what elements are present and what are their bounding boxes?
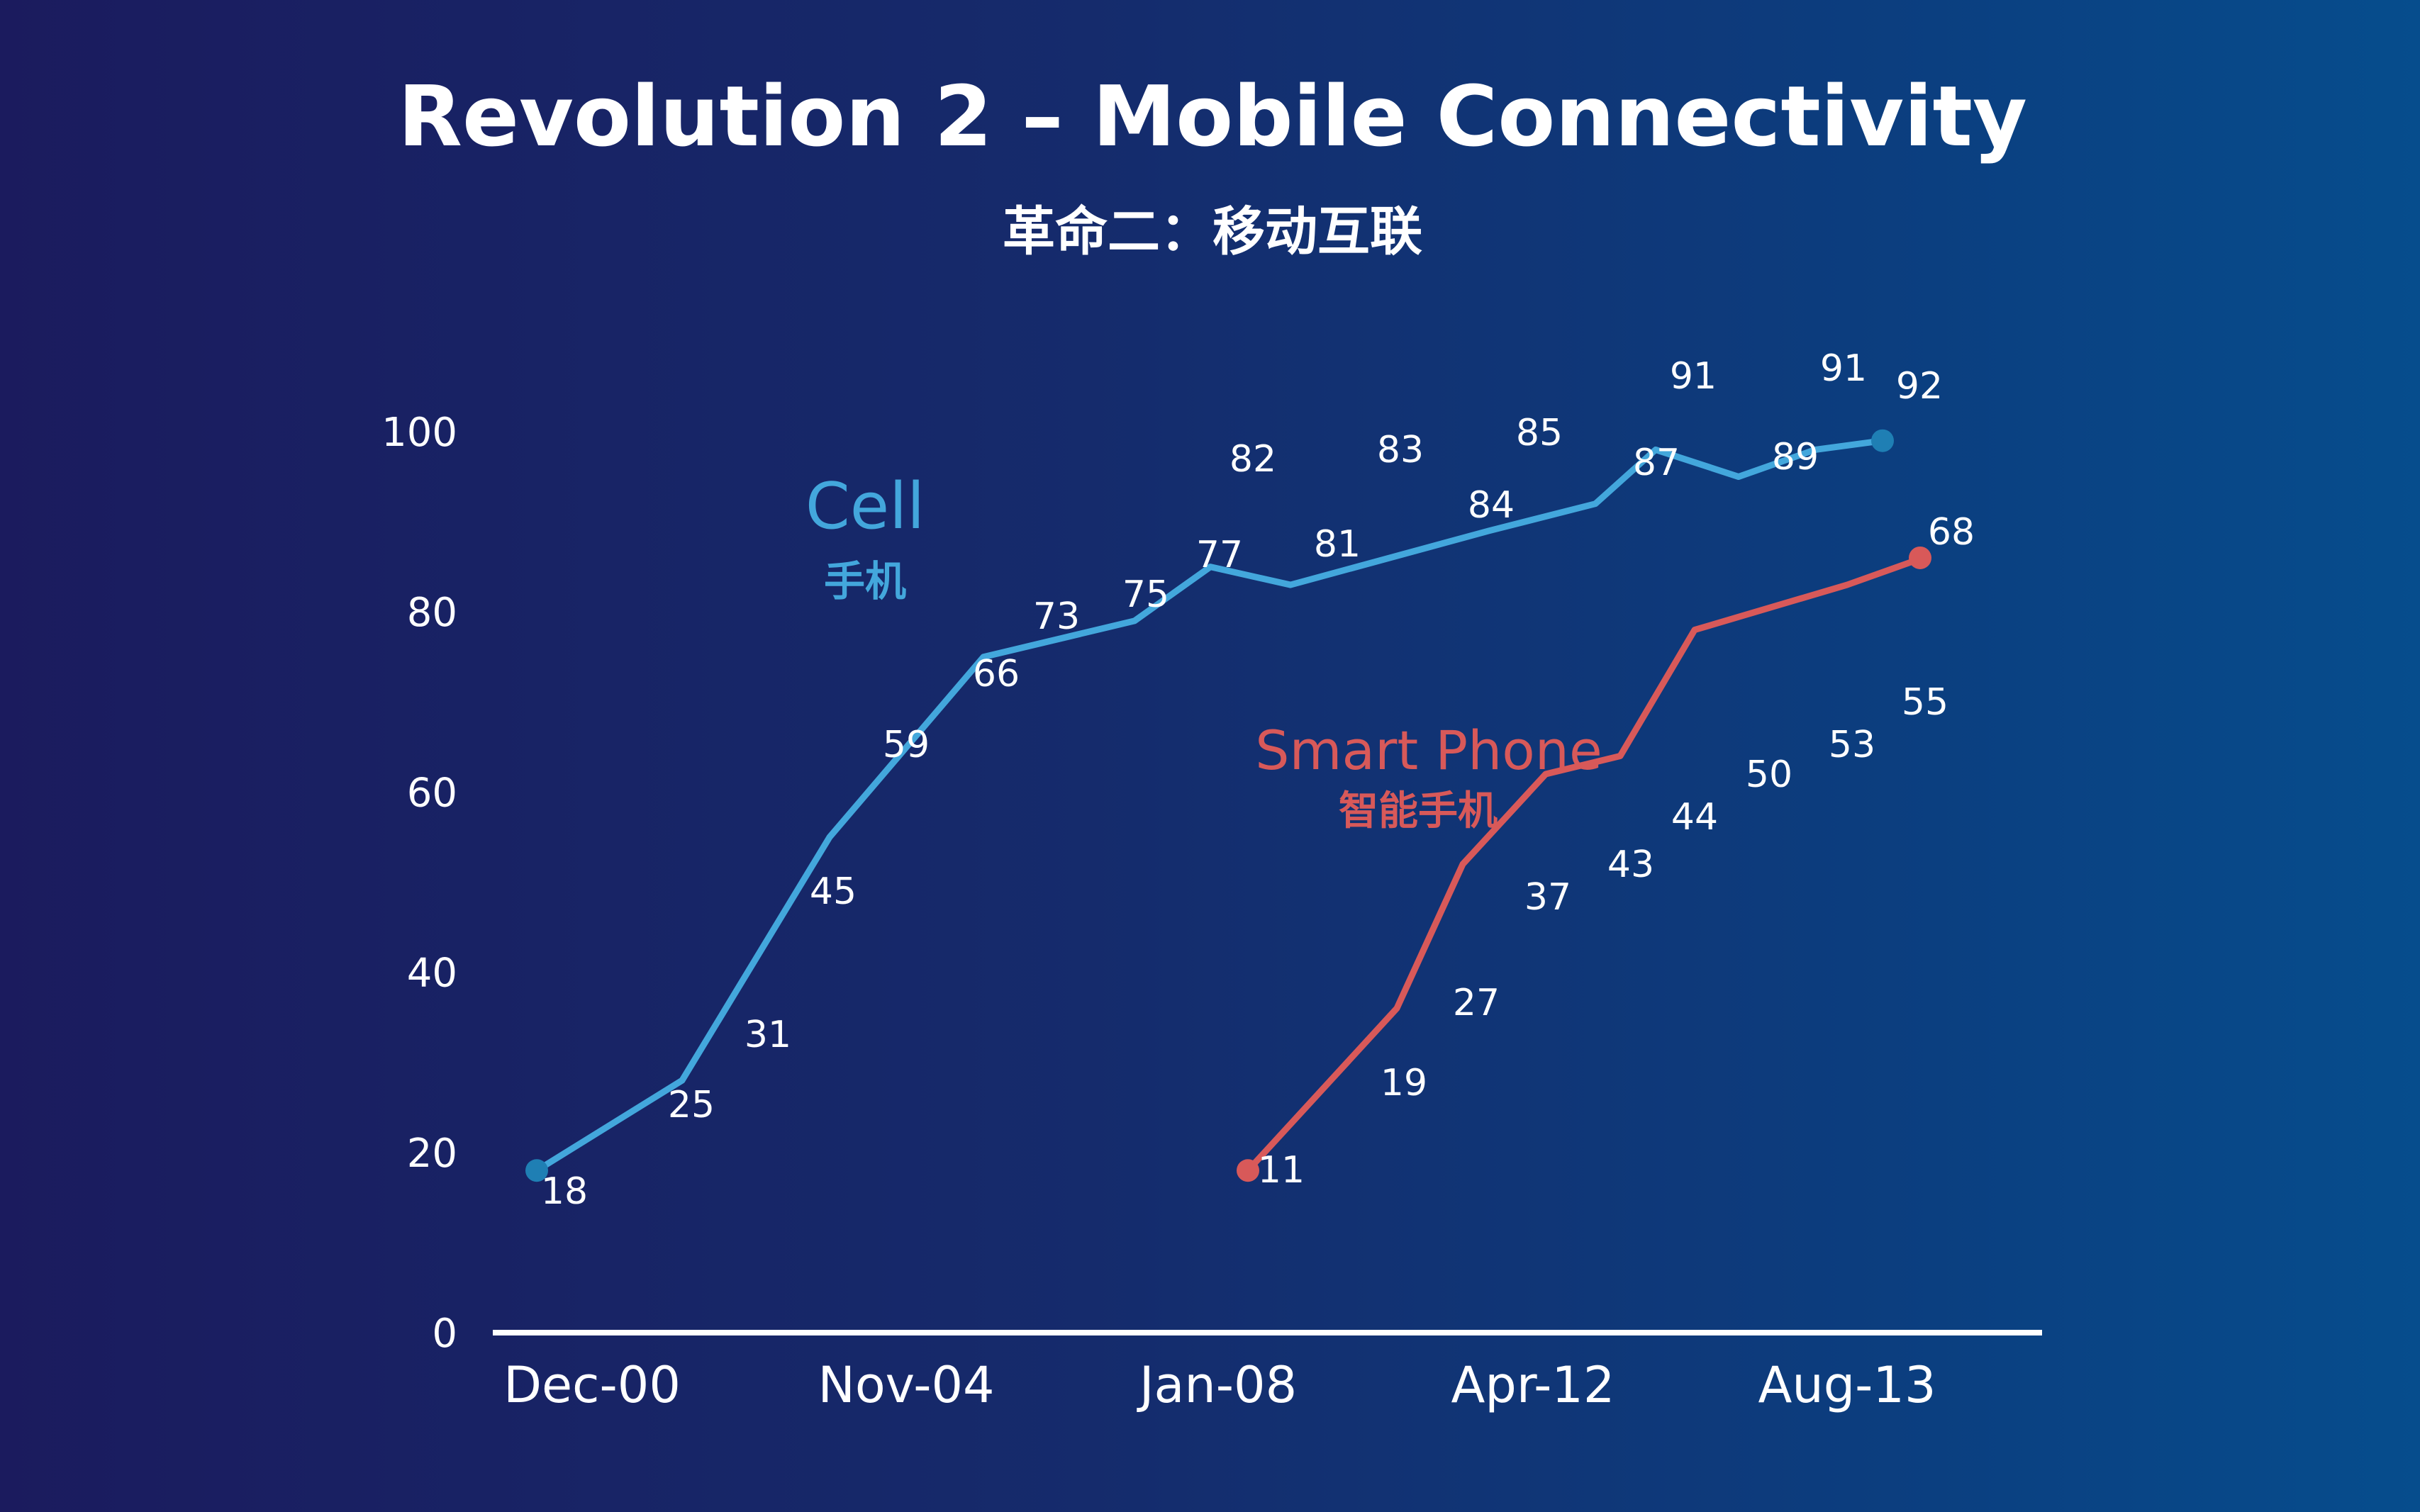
cell-series-line: [533, 437, 1886, 1174]
chart-title: Revolution 2 – Mobile Connectivity: [398, 67, 2027, 165]
cell-series-name-cn: 手机: [824, 557, 906, 605]
data-label: 43: [1607, 844, 1654, 886]
data-label: 73: [1033, 595, 1080, 638]
x-tick-label: Apr-12: [1451, 1356, 1615, 1414]
y-axis-ticks: 0 20 40 60 80 100: [381, 410, 457, 1357]
series-layer: [525, 429, 1931, 1182]
data-label: 11: [1258, 1149, 1305, 1192]
data-label: 19: [1381, 1062, 1427, 1104]
data-label: 44: [1671, 796, 1718, 839]
data-label: 83: [1377, 429, 1424, 471]
data-label: 59: [883, 724, 930, 766]
x-tick-label: Nov-04: [818, 1356, 994, 1414]
series-labels: Cell 手机 Smart Phone 智能手机: [805, 469, 1602, 834]
y-tick-label: 0: [432, 1311, 457, 1357]
series-end-marker: [1909, 546, 1931, 569]
data-label: 84: [1468, 484, 1515, 527]
x-tick-label: Aug-13: [1758, 1356, 1936, 1414]
x-tick-label: Jan-08: [1137, 1356, 1297, 1414]
data-label: 66: [973, 653, 1020, 695]
y-tick-label: 40: [407, 951, 457, 997]
data-label: 81: [1314, 523, 1361, 566]
data-label: 53: [1829, 724, 1875, 766]
data-label: 82: [1229, 438, 1276, 481]
y-tick-label: 100: [381, 410, 457, 456]
series-start-marker: [1237, 1159, 1259, 1182]
data-label: 25: [668, 1084, 715, 1126]
smartphone-series-line: [1244, 554, 1926, 1174]
data-label: 27: [1453, 982, 1500, 1024]
data-label: 50: [1746, 754, 1792, 796]
series-end-marker: [1871, 429, 1894, 452]
data-label: 91: [1820, 347, 1867, 390]
y-tick-label: 20: [407, 1131, 457, 1177]
data-label: 85: [1516, 412, 1563, 454]
data-label: 55: [1902, 681, 1948, 724]
x-axis-ticks: Dec-00 Nov-04 Jan-08 Apr-12 Aug-13: [503, 1356, 1936, 1414]
smartphone-series-name: Smart Phone: [1255, 719, 1602, 782]
data-label: 45: [810, 870, 857, 913]
data-label: 92: [1896, 365, 1943, 408]
data-label: 77: [1196, 534, 1243, 576]
series-start-marker: [525, 1159, 548, 1182]
data-label: 91: [1670, 355, 1717, 398]
data-label: 87: [1633, 442, 1680, 484]
smartphone-series-name-cn: 智能手机: [1339, 788, 1498, 834]
data-label: 31: [745, 1014, 791, 1056]
y-tick-label: 60: [407, 770, 457, 816]
chart-subtitle: 革命二：移动互联: [1003, 201, 1422, 262]
data-label: 18: [541, 1170, 588, 1213]
data-label: 89: [1772, 436, 1819, 478]
cell-series-name: Cell: [805, 469, 925, 544]
y-tick-label: 80: [407, 590, 457, 636]
data-label: 75: [1122, 573, 1169, 616]
x-tick-label: Dec-00: [503, 1356, 681, 1414]
data-label: 68: [1928, 511, 1975, 554]
data-label: 37: [1524, 876, 1571, 919]
